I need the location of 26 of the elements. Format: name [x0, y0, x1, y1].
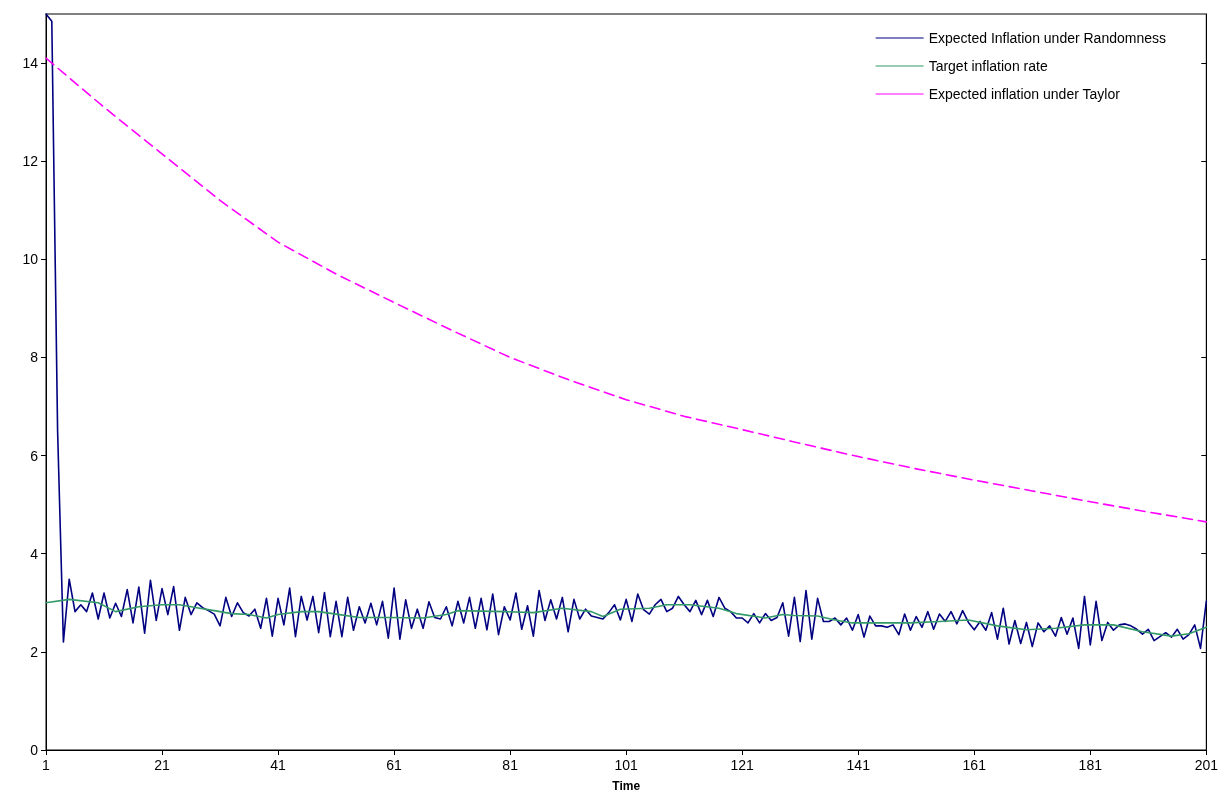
x-tick-label: 21 [154, 757, 171, 773]
y-tick-label: 0 [30, 742, 39, 758]
y-tick-label: 10 [22, 251, 39, 268]
y-tick-label: 6 [30, 447, 39, 464]
x-tick-label: 201 [1194, 757, 1219, 773]
legend-label: Expected Inflation under Randomness [928, 30, 1166, 46]
x-tick-label: 1 [42, 757, 51, 773]
y-tick-label: 8 [30, 349, 39, 366]
legend-label: Expected inflation under Taylor [928, 86, 1121, 102]
line-series [45, 13, 1208, 650]
x-tick-label: 121 [730, 757, 755, 773]
legend-label: Target inflation rate [928, 58, 1048, 74]
line-series [45, 57, 1208, 523]
x-tick-label: 61 [386, 757, 403, 773]
x-axis-title: Time [612, 779, 641, 793]
y-tick-label: 2 [30, 643, 39, 660]
y-tick-label: 4 [30, 545, 39, 562]
line-series [45, 598, 1208, 637]
y-tick-label: 12 [22, 153, 39, 170]
x-tick-label: 141 [846, 757, 871, 773]
x-tick-label: 41 [270, 757, 287, 773]
x-tick-label: 81 [502, 757, 519, 773]
x-tick-label: 181 [1078, 757, 1103, 773]
y-tick-label: 14 [22, 55, 39, 72]
x-tick-label: 161 [962, 757, 987, 773]
x-tick-label: 101 [614, 757, 639, 773]
